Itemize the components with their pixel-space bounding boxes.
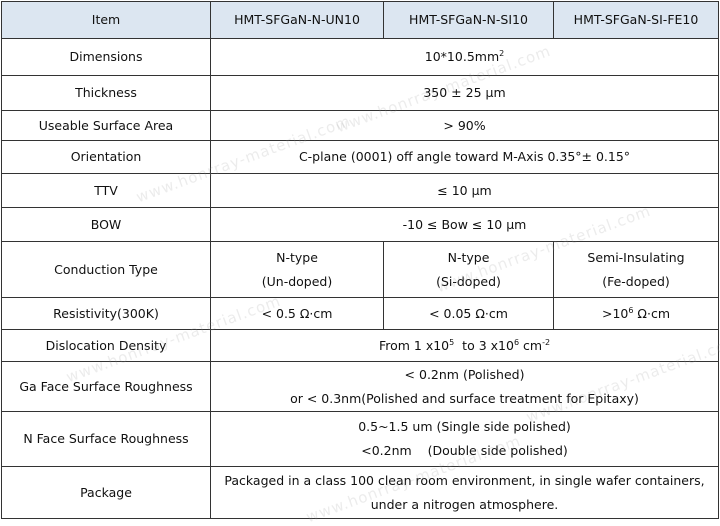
type-text: N-type [276,249,318,265]
header-model: HMT-SFGaN-N-SI10 [383,1,554,39]
value-line: <0.2nm (Double side polished) [361,443,568,458]
row-value: From 1 x105 to 3 x106 cm-2 [210,329,719,362]
row-dislocation: Dislocation Density From 1 x105 to 3 x10… [1,329,719,362]
doping-text: (Un-doped) [261,273,333,289]
type-text: N-type [447,249,490,265]
row-label: Conduction Type [1,241,211,298]
value-line: or < 0.3nm(Polished and surface treatmen… [290,390,639,406]
row-label: Dimensions [1,38,211,76]
row-value: N-type (Si-doped) [383,241,554,298]
row-value: >106 Ω·cm [553,297,719,330]
row-label: BOW [1,207,211,242]
row-label: N Face Surface Roughness [1,411,211,467]
row-value: N-type (Un-doped) [210,241,384,298]
row-label: Dislocation Density [1,329,211,362]
row-label: Ga Face Surface Roughness [1,361,211,412]
row-label: Useable Surface Area [1,110,211,141]
superscript: 6 [628,305,634,315]
row-bow: BOW -10 ≤ Bow ≤ 10 µm [1,207,719,242]
row-n-roughness: N Face Surface Roughness 0.5~1.5 um (Sin… [1,411,719,467]
superscript: -2 [542,337,551,347]
row-resistivity: Resistivity(300K) < 0.5 Ω·cm < 0.05 Ω·cm… [1,297,719,330]
row-value: 350 ± 25 µm [210,75,719,111]
type-text: Semi-Insulating [587,249,685,265]
value-text: >10 [601,305,629,321]
value-line: 0.5~1.5 um (Single side polished) [358,419,571,434]
row-value: 0.5~1.5 um (Single side polished) <0.2nm … [210,411,719,467]
superscript: 5 [449,337,455,347]
row-package: Package Packaged in a class 100 clean ro… [1,466,719,519]
header-model: HMT-SFGaN-SI-FE10 [553,1,719,39]
row-value: < 0.2nm (Polished) or < 0.3nm(Polished an… [210,361,719,412]
value-text: Ω·cm [633,305,671,321]
header-model: HMT-SFGaN-N-UN10 [210,1,384,39]
superscript: 2 [499,48,505,58]
row-value: 10*10.5mm2 [210,38,719,76]
row-label: Package [1,466,211,519]
row-value: < 0.5 Ω·cm [210,297,384,330]
row-conduction: Conduction Type N-type (Un-doped) N-type (… [1,241,719,298]
value-text: From 1 x10 [378,337,450,353]
row-value: Semi-Insulating (Fe-doped) [553,241,719,298]
value-text: 10*10.5mm [424,49,500,64]
row-value: ≤ 10 µm [210,173,719,208]
value-line: Packaged in a class 100 clean room envir… [224,472,705,488]
header-row: Item HMT-SFGaN-N-UN10 HMT-SFGaN-N-SI10 H… [1,1,719,39]
row-label: Thickness [1,75,211,111]
row-ga-roughness: Ga Face Surface Roughness < 0.2nm (Polis… [1,361,719,412]
value-line: < 0.2nm (Polished) [404,366,525,382]
value-text: cm [519,337,543,353]
row-thickness: Thickness 350 ± 25 µm [1,75,719,111]
value-line: under a nitrogen atmosphere. [370,496,559,512]
row-label: TTV [1,173,211,208]
row-label: Orientation [1,140,211,174]
row-dimensions: Dimensions 10*10.5mm2 [1,38,719,76]
row-value: < 0.05 Ω·cm [383,297,554,330]
row-label: Resistivity(300K) [1,297,211,330]
row-value: Packaged in a class 100 clean room envir… [210,466,719,519]
row-value: C-plane (0001) off angle toward M-Axis 0… [210,140,719,174]
doping-text: (Fe-doped) [602,273,670,289]
superscript: 6 [513,337,520,347]
row-value: > 90% [210,110,719,141]
row-ttv: TTV ≤ 10 µm [1,173,719,208]
value-text: to 3 x10 [454,337,514,353]
header-item: Item [1,1,211,39]
row-orientation: Orientation C-plane (0001) off angle tow… [1,140,719,174]
doping-text: (Si-doped) [436,273,501,289]
row-value: -10 ≤ Bow ≤ 10 µm [210,207,719,242]
row-usable-area: Useable Surface Area > 90% [1,110,719,141]
